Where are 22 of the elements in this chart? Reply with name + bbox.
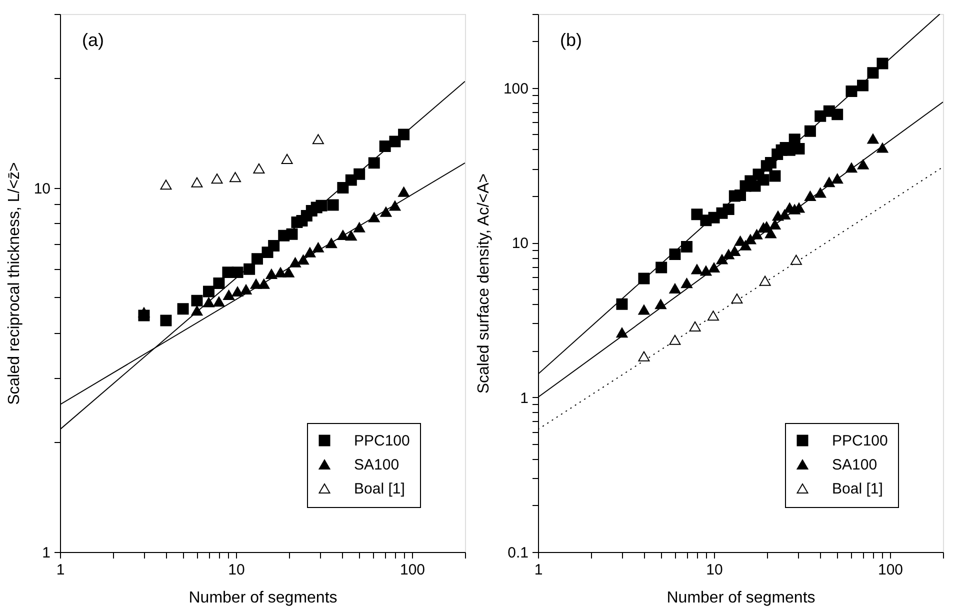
x-tick-label: 1 <box>56 562 65 578</box>
y-tick-label: 1 <box>520 390 528 407</box>
y-axis-title: Scaled reciprocal thickness, L/<z̄> <box>6 162 23 405</box>
x-tick-label: 1 <box>534 562 543 578</box>
legend-label: SA100 <box>354 456 400 474</box>
legend-label: Boal [1] <box>354 480 405 498</box>
annotation: (b) <box>560 30 582 50</box>
x-tick-label: 100 <box>400 562 426 578</box>
x-tick-label: 10 <box>706 562 723 578</box>
x-axis-title: Number of segments <box>188 590 338 606</box>
y-tick-label: 100 <box>503 80 528 98</box>
annotation: (a) <box>82 30 104 50</box>
legend-label: SA100 <box>832 456 878 474</box>
x-axis-title: Number of segments <box>666 590 816 606</box>
legend-label: Boal [1] <box>832 480 883 498</box>
legend-label: PPC100 <box>832 432 888 450</box>
y-axis-title: Scaled surface density, Ac/<A> <box>475 173 492 394</box>
x-tick-label: 10 <box>228 562 245 578</box>
x-tick-label: 100 <box>878 562 904 578</box>
y-tick-label: 10 <box>512 235 528 252</box>
legend-label: PPC100 <box>354 432 410 450</box>
y-tick-label: 0.1 <box>508 544 528 562</box>
